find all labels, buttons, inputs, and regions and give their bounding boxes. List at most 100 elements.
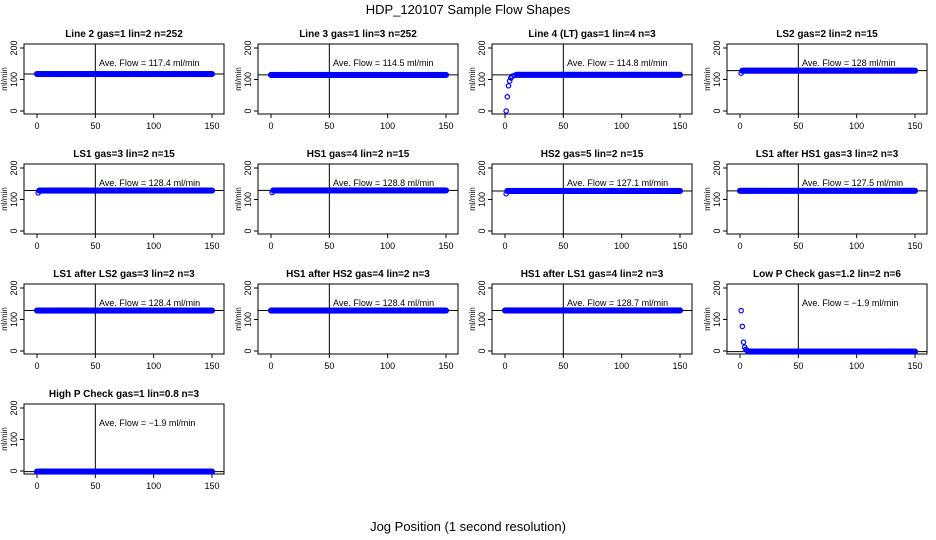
x-tick-label: 100 [849,361,864,371]
x-tick-label: 150 [907,241,922,251]
data-point [208,468,216,475]
panel-7: HS2 gas=5 lin=2 n=15 0 50 100 150 0 100 200 ml/m… [468,149,693,251]
x-tick-label: 150 [204,481,219,491]
y-tick-label: 100 [477,312,487,327]
y-axis-label: ml/min [468,187,477,211]
y-tick-label: 200 [9,400,19,415]
x-tick-label: 150 [672,121,687,131]
x-tick-label: 0 [34,241,39,251]
x-tick-label: 50 [324,241,334,251]
x-tick-label: 100 [146,361,161,371]
panel-title: HS1 after LS1 gas=4 lin=2 n=3 [521,269,664,280]
panel-title: LS2 gas=2 lin=2 n=15 [776,29,878,40]
x-tick-label: 150 [438,361,453,371]
data-point [911,187,919,194]
y-tick-label: 100 [477,192,487,207]
y-tick-label: 0 [712,228,722,233]
x-tick-label: 50 [90,121,100,131]
y-axis-label: ml/min [703,67,712,91]
panel-10: HS1 after HS2 gas=4 lin=2 n=3 0 50 100 150 0 1… [234,269,459,371]
y-tick-label: 100 [712,312,722,327]
data-point [208,187,216,194]
panel-title: Low P Check gas=1.2 lin=2 n=6 [753,269,901,280]
average-flow-annotation: Ave. Flow = 114.8 ml/min [567,58,667,68]
plot-frame [726,163,928,235]
x-tick-label: 0 [737,121,742,131]
x-tick-label: 0 [34,121,39,131]
x-tick-label: 50 [793,121,803,131]
plot-frame [726,43,928,115]
panel-title: Line 2 gas=1 lin=2 n=252 [65,29,183,40]
plot-frame [726,283,928,355]
x-tick-label: 0 [737,361,742,371]
x-tick-label: 50 [793,361,803,371]
panel-title: Line 3 gas=1 lin=3 n=252 [299,29,417,40]
y-tick-label: 200 [477,160,487,175]
y-tick-label: 200 [712,40,722,55]
x-tick-label: 100 [849,121,864,131]
average-flow-annotation: Ave. Flow = 117.4 ml/min [99,58,199,68]
panel-1: Line 2 gas=1 lin=2 n=252 0 50 100 150 0 100 200… [0,29,225,131]
y-axis-label: ml/min [703,307,712,331]
plot-frame [257,43,459,115]
y-tick-label: 100 [712,72,722,87]
y-tick-label: 100 [9,432,19,447]
panel-title: HS1 after HS2 gas=4 lin=2 n=3 [286,269,430,280]
y-tick-label: 200 [9,160,19,175]
y-tick-label: 200 [712,160,722,175]
x-tick-label: 150 [204,361,219,371]
plot-frame [23,43,225,115]
x-tick-label: 0 [502,241,507,251]
data-point [676,187,684,195]
y-tick-label: 0 [712,108,722,113]
y-tick-label: 200 [477,280,487,295]
x-tick-label: 100 [380,361,395,371]
data-point [503,108,509,114]
data-point [911,67,919,74]
y-tick-label: 100 [477,72,487,87]
data-point [739,323,746,330]
x-tick-label: 0 [34,481,39,491]
x-tick-label: 0 [268,361,273,371]
y-tick-label: 0 [243,108,253,113]
panel-title: HS2 gas=5 lin=2 n=15 [541,149,644,160]
x-tick-label: 50 [558,121,568,131]
y-tick-label: 200 [243,280,253,295]
panel-11: HS1 after LS1 gas=4 lin=2 n=3 0 50 100 150 0 1… [468,269,693,371]
data-point [208,307,216,314]
panel-3: Line 4 (LT) gas=1 lin=4 n=3 0 50 100 150 0 100… [468,29,693,131]
y-tick-label: 0 [243,228,253,233]
x-tick-label: 0 [268,241,273,251]
x-tick-label: 100 [146,241,161,251]
y-tick-label: 0 [9,108,19,113]
y-tick-label: 100 [243,192,253,207]
x-tick-label: 50 [324,121,334,131]
x-tick-label: 150 [907,361,922,371]
data-point [208,70,216,78]
data-point [676,71,684,78]
y-tick-label: 100 [9,312,19,327]
x-tick-label: 50 [90,481,100,491]
data-point [676,307,684,314]
y-axis-label: ml/min [0,187,9,211]
y-tick-label: 100 [9,192,19,207]
y-tick-label: 100 [243,72,253,87]
panel-6: HS1 gas=4 lin=2 n=15 0 50 100 150 0 100 200 ml/m… [234,149,459,251]
x-tick-label: 50 [558,241,568,251]
y-tick-label: 200 [9,280,19,295]
y-tick-label: 200 [9,40,19,55]
x-axis-caption: Jog Position (1 second resolution) [370,519,566,534]
panel-title: LS1 gas=3 lin=2 n=15 [73,149,175,160]
panel-title: LS1 after LS2 gas=3 lin=2 n=3 [53,269,195,280]
y-axis-label: ml/min [0,307,9,331]
panel-title: Line 4 (LT) gas=1 lin=4 n=3 [528,29,656,40]
average-flow-annotation: Ave. Flow = 127.5 ml/min [802,178,903,188]
panel-13: High P Check gas=1 lin=0.8 n=3 0 50 100 150 0… [0,389,225,491]
x-tick-label: 50 [324,361,334,371]
plot-frame [491,43,693,115]
plot-frame [23,163,225,235]
plot-frame [491,163,693,235]
x-tick-label: 50 [793,241,803,251]
average-flow-annotation: Ave. Flow = 128.8 ml/min [333,178,434,188]
panel-12: Low P Check gas=1.2 lin=2 n=6 0 50 100 150 0 1… [703,269,928,371]
